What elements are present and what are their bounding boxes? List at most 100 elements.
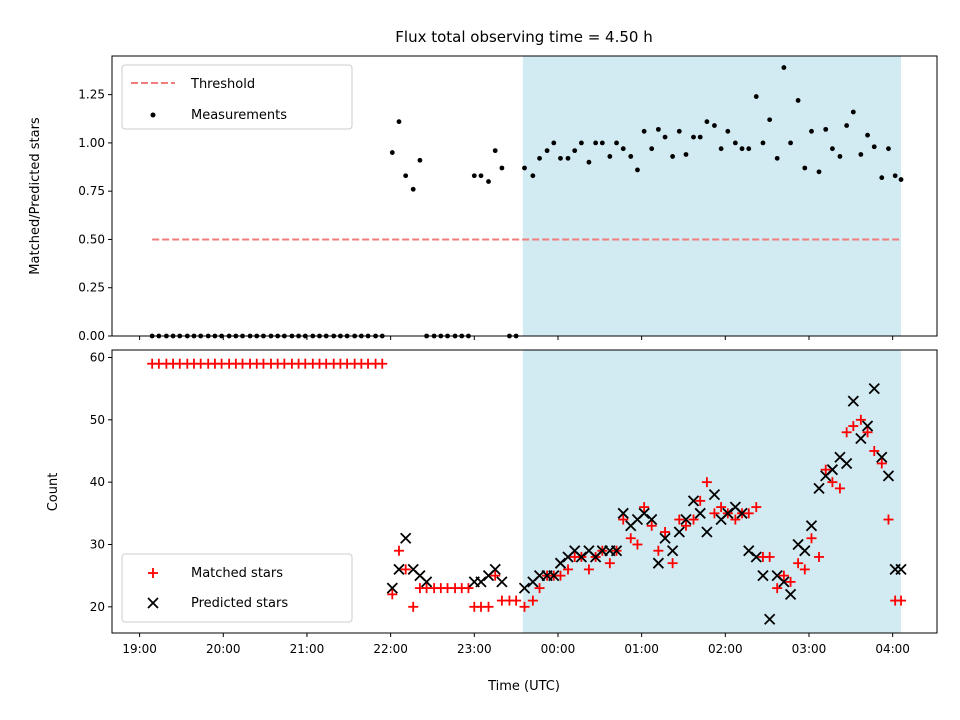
measurement-point bbox=[499, 165, 505, 171]
legend-threshold-label: Threshold bbox=[190, 77, 255, 92]
top-y-ticks: 0.00 0.25 0.50 0.75 1.00 1.25 bbox=[78, 88, 112, 343]
top-x-ticks bbox=[139, 336, 894, 340]
predicted-star-point bbox=[784, 588, 797, 600]
measurement-point bbox=[704, 119, 710, 125]
measurement-point bbox=[522, 165, 527, 171]
predicted-star-point bbox=[799, 545, 811, 557]
observing-window-band bbox=[522, 56, 902, 336]
top-y-tick-label: 0.75 bbox=[78, 184, 105, 198]
predicted-star-point bbox=[610, 545, 623, 557]
measurement-point bbox=[544, 148, 550, 154]
top-legend: Threshold Measurements bbox=[121, 64, 353, 130]
measurement-point bbox=[403, 173, 409, 179]
measurement-point bbox=[578, 140, 584, 146]
bottom-legend-box bbox=[121, 553, 353, 623]
bottom-y-tick-label: 60 bbox=[90, 350, 105, 364]
bottom-y-axis-label: Count bbox=[46, 473, 61, 512]
measurement-point bbox=[486, 179, 491, 184]
x-tick-label: 02:00 bbox=[708, 642, 743, 656]
predicted-star-point bbox=[750, 551, 762, 563]
predicted-star-point bbox=[757, 570, 769, 582]
predicted-star-point bbox=[617, 507, 629, 519]
legend-matched-label: Matched stars bbox=[191, 566, 283, 581]
measurement-point bbox=[641, 128, 647, 134]
predicted-star-point bbox=[805, 520, 818, 532]
measurement-point bbox=[492, 148, 498, 154]
measurement-point bbox=[739, 146, 745, 152]
measurement-point bbox=[753, 94, 759, 99]
measurement-point bbox=[850, 109, 856, 115]
measurement-point bbox=[718, 146, 724, 152]
predicted-star-point bbox=[722, 507, 734, 519]
measurement-point bbox=[691, 134, 696, 140]
bottom-x-ticks: 19:00 20:00 21:00 22:00 23:00 00:00 01:00 02:00… bbox=[122, 633, 910, 656]
measurement-point bbox=[858, 152, 864, 157]
top-panel: 0.00 0.25 0.50 0.75 1.00 1.25 Matched/Predict… bbox=[28, 55, 938, 343]
predicted-star-point bbox=[701, 526, 713, 538]
measurement-point bbox=[795, 98, 801, 103]
top-shade bbox=[522, 56, 902, 336]
predicted-star-point bbox=[792, 538, 804, 551]
predicted-star-point bbox=[876, 451, 888, 463]
legend-measurements-label: Measurements bbox=[191, 108, 287, 123]
bottom-marks bbox=[147, 358, 907, 625]
bottom-y-ticks: 20 30 40 50 60 bbox=[90, 350, 112, 614]
measurement-point bbox=[725, 128, 731, 134]
top-y-tick-label: 0.00 bbox=[78, 329, 105, 343]
x-tick-label: 23:00 bbox=[457, 642, 492, 656]
measurement-point bbox=[628, 154, 634, 159]
predicted-star-point bbox=[813, 482, 825, 495]
predicted-star-point bbox=[840, 457, 853, 470]
predicted-star-point bbox=[743, 545, 755, 557]
predicted-star-point bbox=[475, 576, 487, 588]
measurement-point bbox=[809, 128, 814, 134]
x-tick-label: 21:00 bbox=[290, 642, 325, 656]
measurement-point bbox=[565, 155, 571, 161]
predicted-star-point bbox=[652, 557, 665, 569]
measurement-point bbox=[572, 148, 578, 154]
predicted-star-point bbox=[400, 532, 412, 544]
x-tick-label: 03:00 bbox=[792, 642, 827, 656]
chart-title: Flux total observing time = 4.50 h bbox=[395, 28, 652, 46]
top-y-tick-label: 0.50 bbox=[78, 232, 105, 246]
bottom-legend: Matched stars Predicted stars bbox=[121, 553, 353, 623]
x-tick-label: 00:00 bbox=[541, 642, 576, 656]
predicted-star-point bbox=[882, 470, 895, 482]
measurement-point bbox=[886, 146, 891, 152]
measurement-point bbox=[558, 155, 563, 161]
legend-measurements-swatch bbox=[150, 112, 156, 118]
measurement-point bbox=[732, 140, 738, 146]
measurement-point bbox=[879, 175, 885, 181]
predicted-star-point bbox=[548, 570, 560, 582]
predicted-star-point bbox=[708, 488, 721, 501]
predicted-star-point bbox=[673, 526, 685, 538]
predicted-star-point bbox=[554, 557, 567, 569]
legend-predicted-label: Predicted stars bbox=[191, 596, 288, 611]
predicted-star-point bbox=[834, 451, 846, 463]
measurement-point bbox=[774, 155, 780, 161]
measurement-point bbox=[635, 167, 640, 173]
measurement-point bbox=[697, 134, 703, 140]
predicted-star-point bbox=[694, 507, 706, 519]
measurement-point bbox=[844, 123, 850, 128]
bottom-panel: 19:00 20:00 21:00 22:00 23:00 00:00 01:00 02:00… bbox=[46, 349, 938, 694]
x-tick-label: 19:00 bbox=[122, 642, 157, 656]
legend-predicted-marker bbox=[147, 597, 159, 609]
predicted-star-point bbox=[687, 495, 700, 507]
predicted-star-point bbox=[518, 582, 531, 594]
measurement-point bbox=[802, 165, 808, 171]
measurement-point bbox=[551, 140, 557, 146]
top-y-axis-label: Matched/Predicted stars bbox=[28, 117, 43, 275]
bottom-y-tick-label: 40 bbox=[90, 475, 105, 489]
predicted-star-point bbox=[826, 464, 839, 476]
predicted-star-point bbox=[868, 383, 880, 395]
predicted-star-point bbox=[489, 563, 501, 576]
measurement-point bbox=[655, 126, 661, 132]
measurement-point bbox=[767, 117, 773, 123]
predicted-star-point bbox=[575, 551, 588, 563]
measurement-point bbox=[781, 65, 787, 70]
x-tick-label: 01:00 bbox=[624, 642, 659, 656]
measurement-point bbox=[389, 150, 395, 155]
predicted-star-point bbox=[646, 513, 658, 526]
measurement-point bbox=[670, 154, 675, 159]
